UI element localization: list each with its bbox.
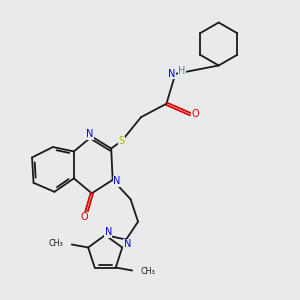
- Text: CH₃: CH₃: [140, 268, 155, 277]
- Text: N: N: [86, 129, 93, 139]
- Text: O: O: [192, 109, 200, 119]
- Text: S: S: [118, 136, 125, 146]
- Text: N: N: [113, 176, 121, 186]
- Text: S: S: [118, 136, 125, 146]
- Text: H: H: [178, 67, 186, 76]
- Text: CH₃: CH₃: [49, 238, 63, 247]
- Text: O: O: [192, 109, 200, 119]
- Text: N: N: [124, 239, 131, 250]
- Text: N: N: [104, 227, 112, 237]
- Text: N: N: [168, 69, 175, 79]
- Text: O: O: [80, 212, 88, 222]
